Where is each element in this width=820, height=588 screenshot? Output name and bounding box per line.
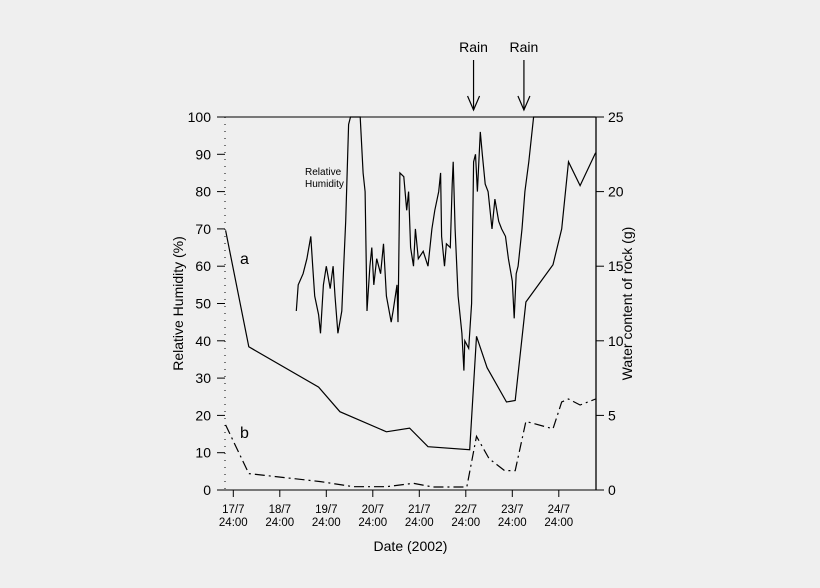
y2-tick-label: 25 bbox=[608, 109, 624, 125]
x-tick-label: 20/7 bbox=[362, 504, 384, 516]
y-axis-title: Relative Humidity (%) bbox=[170, 236, 186, 371]
x-tick-label: 24:00 bbox=[312, 517, 341, 529]
x-tick-label: 18/7 bbox=[269, 504, 291, 516]
y-tick-label: 0 bbox=[203, 482, 211, 498]
x-tick-label: 23/7 bbox=[501, 504, 523, 516]
rh-label: Humidity bbox=[305, 179, 344, 190]
x-tick-label: 24:00 bbox=[358, 517, 387, 529]
y-tick-label: 50 bbox=[195, 296, 211, 312]
y-tick-label: 80 bbox=[195, 184, 211, 200]
rain-arrowhead-icon bbox=[517, 95, 531, 112]
series-line-a bbox=[225, 152, 597, 451]
y2-axis-title: Water content of rock (g) bbox=[619, 227, 635, 381]
y-tick-label: 20 bbox=[195, 407, 211, 423]
y-tick-label: 40 bbox=[195, 333, 211, 349]
x-tick-label: 22/7 bbox=[455, 504, 477, 516]
x-tick-label: 24:00 bbox=[265, 517, 294, 529]
x-tick-label: 24:00 bbox=[219, 517, 248, 529]
curve-b-label: b bbox=[240, 425, 249, 442]
y2-tick-label: 15 bbox=[608, 258, 624, 274]
rain-arrowhead-icon bbox=[466, 95, 481, 112]
rain-label: Rain bbox=[459, 39, 488, 55]
x-tick-label: 19/7 bbox=[315, 504, 337, 516]
y2-tick-label: 0 bbox=[608, 482, 616, 498]
y2-tick-label: 10 bbox=[608, 333, 624, 349]
y-tick-label: 70 bbox=[195, 221, 211, 237]
curve-a-label: a bbox=[240, 251, 249, 268]
y2-tick-label: 20 bbox=[608, 184, 624, 200]
y-tick-label: 60 bbox=[195, 258, 211, 274]
x-tick-label: 24/7 bbox=[548, 504, 570, 516]
rh-label: Relative bbox=[305, 167, 342, 178]
rain-label: Rain bbox=[510, 39, 539, 55]
series-line-b bbox=[225, 398, 596, 488]
x-tick-label: 24:00 bbox=[544, 517, 573, 529]
x-axis-title: Date (2002) bbox=[374, 538, 448, 554]
y-tick-label: 10 bbox=[195, 445, 211, 461]
x-tick-label: 24:00 bbox=[498, 517, 527, 529]
x-tick-label: 17/7 bbox=[222, 504, 244, 516]
x-tick-label: 24:00 bbox=[405, 517, 434, 529]
y2-tick-label: 5 bbox=[608, 407, 616, 423]
x-tick-label: 21/7 bbox=[408, 504, 430, 516]
y-tick-label: 30 bbox=[195, 370, 211, 386]
x-tick-label: 24:00 bbox=[451, 517, 480, 529]
y-tick-label: 100 bbox=[188, 109, 212, 125]
series-line-relative-humidity bbox=[295, 116, 596, 371]
y-tick-label: 90 bbox=[195, 146, 211, 162]
